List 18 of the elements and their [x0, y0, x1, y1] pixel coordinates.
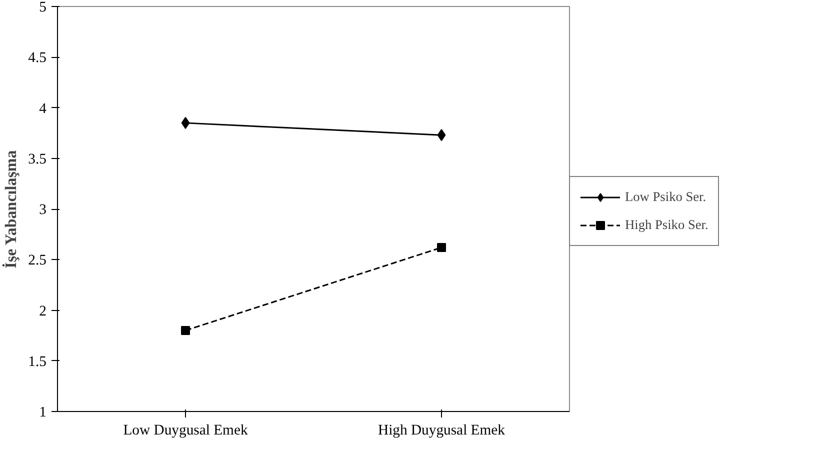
point: [181, 326, 190, 335]
y-tick-label: 5: [39, 0, 46, 16]
y-tick-label: 2.5: [28, 252, 47, 269]
y-tick-label: 3.5: [28, 151, 47, 168]
y-tick-label: 4.5: [28, 50, 47, 66]
y-axis-title: İşe Yabancılaşma: [2, 150, 20, 268]
y-tick-label: 3: [39, 202, 46, 218]
point: [437, 129, 446, 142]
legend-label: High Psiko Ser.: [625, 217, 708, 233]
x-tick-label: Low Duygusal Emek: [123, 422, 248, 438]
y-tick-label: 2: [39, 303, 46, 320]
point: [181, 116, 190, 129]
y-tick-label: 1: [39, 404, 46, 420]
x-tick-label: High Duygusal Emek: [378, 422, 506, 438]
legend-label: Low Psiko Ser.: [625, 189, 706, 205]
y-tick-label: 4: [39, 100, 48, 117]
point: [437, 242, 446, 252]
y-tick-label: 1.5: [28, 354, 47, 370]
